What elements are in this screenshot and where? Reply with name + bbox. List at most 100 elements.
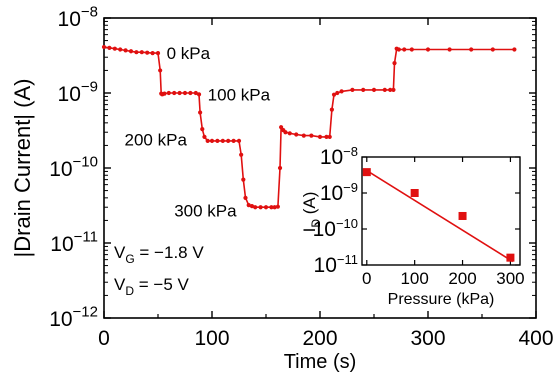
main-x-tick-label: 400 (518, 327, 553, 350)
drain-current-point (177, 90, 182, 96)
drain-current-point (246, 203, 251, 208)
drain-current-point (193, 90, 198, 96)
drain-current-point (107, 45, 112, 50)
drain-current-point (188, 90, 193, 96)
drain-current-point (275, 204, 280, 209)
drain-current-point (287, 131, 292, 136)
drain-current-point (220, 138, 225, 143)
drain-current-point (205, 138, 210, 143)
drain-current-point (327, 134, 332, 139)
drain-current-point (209, 138, 215, 143)
drain-current-point (388, 87, 393, 92)
drain-current-point (215, 138, 220, 143)
drain-current-point (371, 87, 377, 92)
drain-current-point (134, 50, 139, 55)
drain-current-point (339, 89, 344, 94)
drain-current-point (263, 205, 269, 210)
inset-y-tick-label: 10−8 (320, 144, 358, 169)
drain-current-point (200, 127, 205, 132)
drain-current-point (512, 47, 517, 52)
inset-chart: 0 100 200 300 10−8 10−9 10−10 10−11 Pressure (k… (300, 144, 525, 308)
drain-current-point (335, 90, 340, 96)
drain-current-point (269, 205, 274, 210)
main-y-tick-label: 10−10 (49, 154, 98, 181)
drain-current-point (258, 205, 263, 210)
inset-y-tick-label: 10−9 (320, 180, 358, 205)
drain-current-point (172, 90, 177, 96)
drain-current-point (243, 195, 248, 200)
bias-condition-label: VD = −5 V (114, 275, 189, 298)
main-y-tick-label: 10−12 (49, 304, 98, 331)
drain-current-point (329, 107, 334, 112)
main-y-tick-label: 10−8 (58, 4, 98, 31)
drain-current-point (301, 133, 306, 138)
drain-current-point (309, 133, 314, 138)
inset-y-axis-label: ID (A) (300, 192, 323, 233)
inset-fit-line (366, 169, 514, 263)
drain-current-point (324, 134, 329, 139)
inset-data-point (410, 189, 419, 197)
inset-plot-frame (361, 156, 521, 266)
main-x-tick-label: 0 (98, 327, 110, 350)
inset-x-tick-label: 300 (496, 269, 524, 288)
inset-data-point (362, 168, 371, 177)
drain-current-point (392, 61, 397, 66)
inset-x-axis-label: Pressure (kPa) (388, 291, 495, 308)
drain-current-point (490, 47, 495, 52)
inset-x-tick-label: 0 (362, 269, 371, 288)
drain-current-point (139, 50, 144, 55)
drain-current-point (236, 138, 242, 143)
drain-current-point (123, 48, 128, 53)
main-y-tick-label: 10−11 (50, 229, 98, 256)
drain-current-point (272, 205, 277, 210)
main-y-tick-label: 10−9 (58, 79, 98, 106)
drain-current-point (409, 47, 414, 52)
drain-current-point (231, 138, 236, 143)
drain-current-point (317, 134, 323, 139)
drain-current-point (158, 68, 163, 73)
drain-current-point (198, 110, 203, 115)
drain-current-point (396, 47, 401, 52)
drain-current-point (241, 177, 246, 182)
drain-current-point (283, 130, 288, 135)
pressure-annotation: 300 kPa (174, 202, 237, 221)
drain-current-point (382, 87, 387, 92)
bias-condition-label: VG = −1.8 V (114, 243, 204, 266)
drain-current-point (162, 91, 167, 96)
inset-data-point (458, 211, 467, 220)
inset-x-tick-label: 100 (400, 269, 428, 288)
drain-current-point (145, 50, 150, 55)
inset-y-tick-label: 10−11 (314, 252, 358, 277)
drain-current-point (155, 51, 161, 56)
drain-current-point (350, 87, 355, 92)
main-x-tick-label: 100 (194, 327, 229, 350)
drain-current-point (118, 47, 123, 52)
main-x-axis-label: Time (s) (284, 351, 357, 373)
drain-current-point (425, 47, 431, 52)
pressure-annotation: 200 kPa (125, 130, 188, 149)
drain-current-point (277, 165, 283, 171)
pressure-annotation: 100 kPa (208, 86, 271, 105)
drain-current-point (331, 92, 337, 97)
drain-current-point (150, 51, 155, 56)
drain-current-point (249, 204, 255, 209)
inset-x-tick-label: 200 (448, 269, 476, 288)
main-y-axis-label: |Drain Current| (A) (10, 79, 35, 258)
drain-current-point (361, 87, 366, 92)
drain-current-point (239, 152, 244, 157)
drain-current-point (402, 47, 407, 52)
drain-current-point (391, 87, 396, 92)
drain-current-point (294, 132, 299, 137)
drain-current-point (166, 90, 171, 96)
inset-y-tick-label: 10−10 (313, 216, 358, 241)
drain-current-point (182, 90, 188, 96)
inset-data-point (506, 253, 515, 262)
drain-current-point (196, 92, 202, 97)
drain-current-point (447, 47, 452, 52)
pressure-annotation: 0 kPa (167, 44, 211, 63)
drain-current-point (279, 125, 284, 130)
main-x-tick-label: 300 (410, 327, 445, 350)
main-x-tick-label: 200 (302, 327, 337, 350)
drain-current-point (112, 46, 117, 51)
